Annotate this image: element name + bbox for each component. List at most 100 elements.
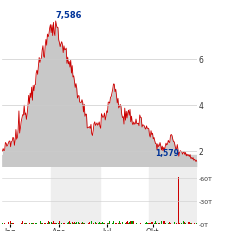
Bar <box>61 223 62 224</box>
Bar <box>45 223 46 224</box>
Bar <box>188 222 189 224</box>
Bar <box>185 223 186 224</box>
Bar <box>55 223 56 224</box>
Bar <box>25 223 26 224</box>
Bar <box>64 223 65 224</box>
Bar <box>170 223 171 224</box>
Bar <box>22 221 23 224</box>
Bar <box>24 223 25 224</box>
Bar <box>116 222 117 224</box>
Bar <box>184 222 185 224</box>
Bar <box>129 222 130 224</box>
Bar <box>72 223 73 224</box>
Bar <box>11 223 12 224</box>
Bar <box>159 223 160 224</box>
Bar <box>29 223 30 224</box>
Bar <box>113 221 114 224</box>
Bar <box>81 223 82 224</box>
Bar <box>47 223 48 224</box>
Text: 1,579: 1,579 <box>156 149 179 158</box>
Bar <box>196 223 197 224</box>
Bar <box>136 223 137 224</box>
Bar <box>148 223 149 224</box>
Bar <box>49 222 50 224</box>
Bar <box>75 223 76 224</box>
Bar <box>90 223 91 224</box>
Bar <box>8 222 9 224</box>
Bar <box>174 222 175 224</box>
Bar <box>59 221 60 224</box>
Bar <box>82 222 83 224</box>
Bar <box>146 222 147 224</box>
Bar <box>104 223 105 224</box>
Bar <box>103 223 104 224</box>
Bar <box>53 221 54 224</box>
Bar <box>68 222 69 224</box>
Bar <box>52 223 53 224</box>
Bar <box>145 223 146 224</box>
Bar <box>147 223 148 224</box>
Bar <box>63 223 64 224</box>
Bar <box>140 223 141 224</box>
Bar <box>155 221 156 224</box>
Bar <box>169 222 170 224</box>
Bar <box>74 222 75 224</box>
Bar <box>35 223 36 224</box>
Bar <box>164 221 165 224</box>
Bar <box>118 223 119 224</box>
Bar <box>67 223 68 224</box>
Bar <box>112 223 113 224</box>
Bar <box>76 222 77 224</box>
Bar <box>176 223 177 224</box>
Bar <box>107 223 108 224</box>
Bar <box>58 223 59 224</box>
Bar <box>109 221 110 224</box>
Bar <box>13 223 14 224</box>
Bar <box>102 222 103 224</box>
Bar <box>69 221 70 224</box>
Bar <box>4 223 5 224</box>
Bar <box>93 223 94 224</box>
Bar <box>190 223 191 224</box>
Bar <box>21 223 22 224</box>
Bar <box>191 223 192 224</box>
Bar <box>89 222 90 224</box>
Bar <box>83 223 84 224</box>
Bar <box>161 222 162 224</box>
Bar <box>179 223 180 224</box>
Bar <box>152 222 153 224</box>
Bar <box>56 223 57 224</box>
Bar <box>130 221 131 224</box>
Bar <box>98 223 99 224</box>
Bar <box>154 223 155 224</box>
Bar <box>91 221 92 224</box>
Bar <box>149 167 198 224</box>
Text: 7,586: 7,586 <box>56 11 82 20</box>
Bar <box>88 223 89 224</box>
Bar <box>101 223 102 224</box>
Bar <box>189 222 190 224</box>
Bar <box>10 221 11 224</box>
Bar <box>127 221 128 224</box>
Bar <box>26 223 27 224</box>
Bar <box>33 223 34 224</box>
Bar <box>194 223 195 224</box>
Bar <box>131 221 132 224</box>
Bar <box>183 221 184 224</box>
Bar <box>44 223 45 224</box>
Bar <box>51 167 100 224</box>
Bar <box>165 223 166 224</box>
Bar <box>2 155 197 167</box>
Bar <box>151 222 152 224</box>
Bar <box>126 222 127 224</box>
Bar <box>6 221 7 224</box>
Bar <box>108 223 109 224</box>
Bar <box>84 222 85 224</box>
Bar <box>32 223 33 224</box>
Bar <box>128 223 129 224</box>
Bar <box>100 223 101 224</box>
Bar <box>178 177 179 224</box>
Bar <box>119 222 120 224</box>
Bar <box>115 223 116 224</box>
Bar <box>133 221 134 224</box>
